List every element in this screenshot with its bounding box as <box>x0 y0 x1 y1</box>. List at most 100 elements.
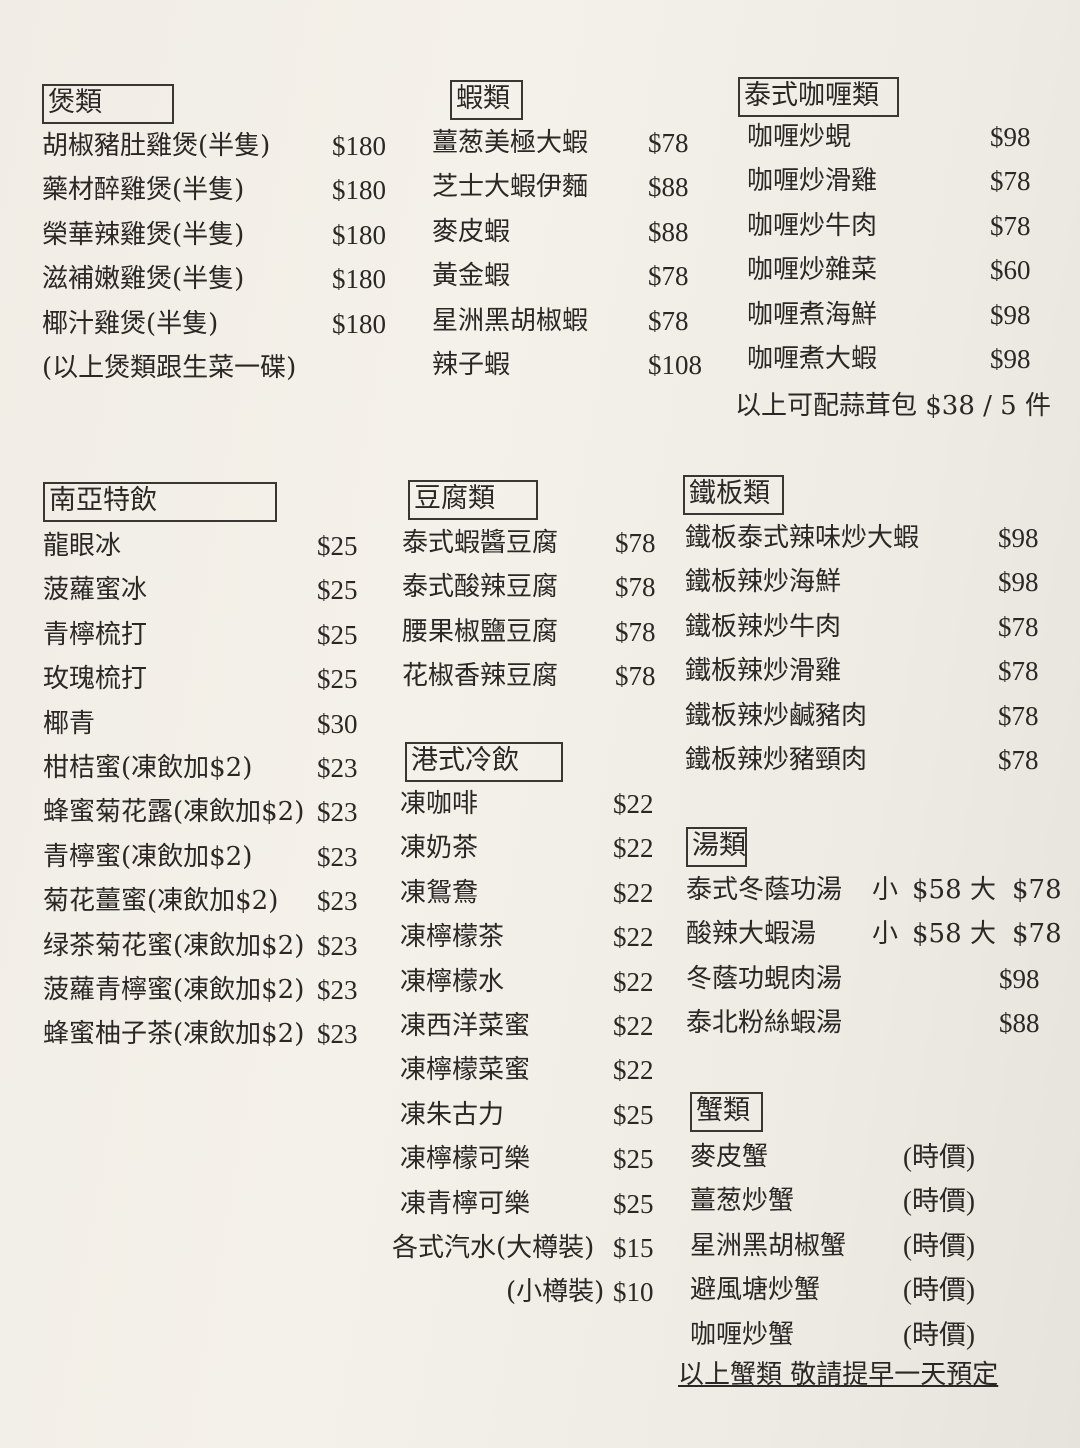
item-name: 凍朱古力 <box>400 1099 505 1130</box>
size-small-label: 小 <box>872 875 899 905</box>
item-name: 芝士大蝦伊麵 <box>432 172 589 203</box>
item-price: $78 <box>990 210 1031 241</box>
item-name: 薑葱美極大蝦 <box>432 128 589 158</box>
item-name: 黃金蝦 <box>432 261 511 292</box>
item-name: 椰汁雞煲(半隻) <box>42 308 219 339</box>
item-name: 麥皮蝦 <box>432 216 511 247</box>
item-name: 藥材醉雞煲(半隻) <box>42 175 245 206</box>
item-price: $98 <box>990 343 1031 374</box>
curry-note: 以上可配蒜茸包 $38 / 5 件 <box>735 391 1051 421</box>
item-price: $88 <box>999 1008 1040 1039</box>
item-price: $60 <box>990 255 1031 286</box>
item-name: 凍奶茶 <box>400 833 479 864</box>
item-price: $180 <box>332 308 386 339</box>
item-price: $22 <box>613 877 654 908</box>
item-price: $98 <box>999 963 1040 994</box>
large-price: $78 <box>1012 875 1062 905</box>
item-price: $10 <box>613 1277 654 1308</box>
item-name: 咖喱炒雜菜 <box>747 255 878 286</box>
item-price: $98 <box>998 567 1039 598</box>
item-price: $23 <box>317 974 358 1005</box>
item-name: 凍檸檬菜蜜 <box>400 1055 531 1086</box>
item-name: 榮華辣雞煲(半隻) <box>42 219 245 250</box>
item-name: 菠蘿蜜冰 <box>43 575 148 606</box>
item-name: 滋補嫩雞煲(半隻) <box>42 264 245 295</box>
item-price: $78 <box>990 166 1031 197</box>
item-price: $98 <box>990 122 1031 152</box>
item-price: $78 <box>998 611 1039 642</box>
item-price: $23 <box>317 841 358 872</box>
item-price: $180 <box>332 131 386 161</box>
item-price: $23 <box>317 1019 358 1050</box>
item-name: (以上煲類跟生菜一碟) <box>42 352 297 383</box>
item-price: $25 <box>613 1099 654 1130</box>
item-price: $23 <box>317 930 358 961</box>
item-price: $78 <box>615 528 656 558</box>
item-name: 星洲黑胡椒蟹 <box>690 1230 847 1261</box>
item-name: 避風塘炒蟹 <box>690 1275 821 1306</box>
item-price: $25 <box>613 1188 654 1219</box>
item-name: 麥皮蟹 <box>690 1142 769 1172</box>
item-price: $180 <box>332 219 386 250</box>
item-name: 柑桔蜜(凍飲加$2) <box>43 752 253 783</box>
item-name: 鐵板辣炒海鮮 <box>685 567 842 598</box>
item-price: $108 <box>648 349 702 380</box>
section-title: 蝦類 <box>450 80 523 120</box>
small-price: $58 <box>912 875 962 905</box>
item-name: 玫瑰梳打 <box>43 664 148 695</box>
section-title: 湯類 <box>686 827 747 867</box>
item-name: 冬蔭功蜆肉湯 <box>686 963 843 994</box>
item-name: 腰果椒鹽豆腐 <box>402 616 559 647</box>
section-title: 鐵板類 <box>683 475 784 515</box>
item-price: $78 <box>648 261 689 292</box>
item-name: 泰式蝦醬豆腐 <box>402 528 559 558</box>
section-title: 南亞特飲 <box>43 482 277 522</box>
item-price: $88 <box>648 216 689 247</box>
item-name: 蜂蜜菊花露(凍飲加$2) <box>43 797 305 828</box>
item-price: $22 <box>613 966 654 997</box>
item-price: $15 <box>613 1232 654 1263</box>
item-name: 鐵板辣炒豬頸肉 <box>685 744 868 775</box>
item-name: 胡椒豬肚雞煲(半隻) <box>42 131 271 161</box>
section-title: 豆腐類 <box>408 480 538 520</box>
item-name: 咖喱炒滑雞 <box>747 166 878 197</box>
item-name: 咖喱炒蜆 <box>747 122 852 152</box>
item-price: (時價) <box>903 1230 975 1261</box>
item-price: $23 <box>317 752 358 783</box>
item-name: 泰式酸辣豆腐 <box>402 572 559 603</box>
item-price: $25 <box>317 664 358 695</box>
item-price: $88 <box>648 172 689 203</box>
section-title: 煲類 <box>42 84 174 124</box>
item-price: $23 <box>317 797 358 828</box>
item-name: 鐵板辣炒牛肉 <box>685 611 842 642</box>
item-price: $78 <box>615 616 656 647</box>
item-price: $22 <box>613 1055 654 1086</box>
item-price: $25 <box>613 1144 654 1175</box>
item-name: 龍眼冰 <box>43 531 122 561</box>
item-price: $78 <box>615 572 656 603</box>
item-name: 鐵板泰式辣味炒大蝦 <box>685 523 920 553</box>
size-large-label: 大 <box>970 875 997 905</box>
item-name: 菠蘿青檸蜜(凍飲加$2) <box>43 974 305 1005</box>
item-name: 凍檸檬可樂 <box>400 1144 531 1175</box>
item-name: 凍咖啡 <box>400 789 479 819</box>
large-price: $78 <box>1012 919 1062 950</box>
item-name: 泰北粉絲蝦湯 <box>686 1008 843 1039</box>
item-name: (小樽裝) <box>506 1277 605 1308</box>
item-price: $25 <box>317 575 358 606</box>
item-name: 鐵板辣炒滑雞 <box>685 656 842 687</box>
item-price: $78 <box>998 744 1039 775</box>
item-price: $23 <box>317 886 358 917</box>
item-name: 蜂蜜柚子茶(凍飲加$2) <box>43 1019 305 1050</box>
crab-note: 以上蟹類 敬請提早一天預定 <box>678 1360 999 1390</box>
item-name: 青檸蜜(凍飲加$2) <box>43 841 253 872</box>
item-name: 辣子蝦 <box>432 349 511 380</box>
item-name: 咖喱炒蟹 <box>690 1319 795 1350</box>
item-name: 凍青檸可樂 <box>400 1188 531 1219</box>
item-price: (時價) <box>903 1186 975 1217</box>
item-price: $78 <box>998 656 1039 687</box>
item-name: 星洲黑胡椒蝦 <box>432 305 589 336</box>
item-price: (時價) <box>903 1275 975 1306</box>
size-large-label: 大 <box>970 919 997 950</box>
item-name: 椰青 <box>43 708 96 739</box>
